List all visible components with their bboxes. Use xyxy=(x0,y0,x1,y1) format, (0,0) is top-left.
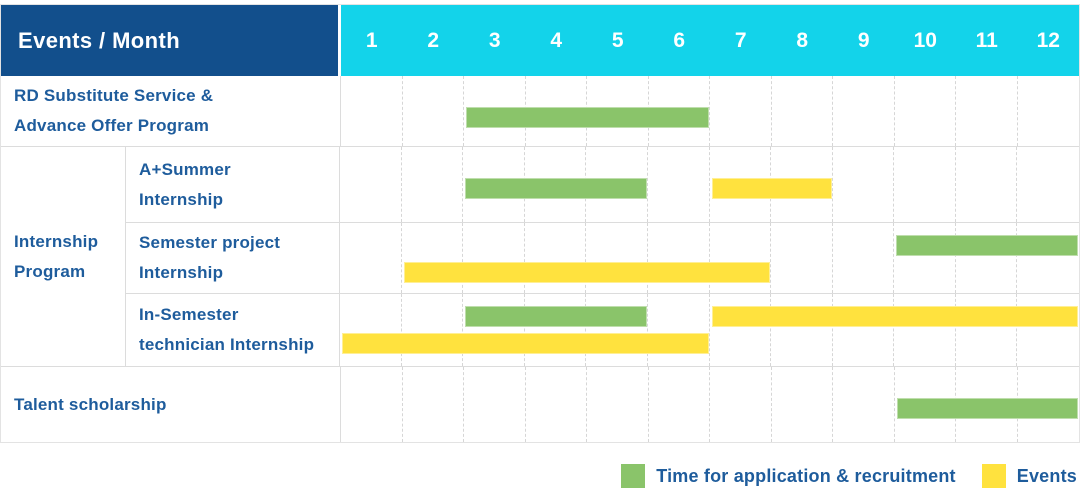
month-header-8: 8 xyxy=(796,28,809,52)
month-gridline xyxy=(400,223,402,293)
month-gridline xyxy=(463,76,464,146)
table-row: In-Semester technician Internship xyxy=(126,294,1079,366)
month-gridline xyxy=(400,147,402,222)
row-label-a-plus-summer: A+Summer Internship xyxy=(126,147,340,222)
month-gridline xyxy=(893,223,895,293)
table-header: Events / Month 1 2 3 4 5 6 7 8 9 10 11 12 xyxy=(1,5,1079,76)
table-row: Talent scholarship xyxy=(1,367,1079,442)
month-gridline xyxy=(1016,147,1018,222)
event-bar xyxy=(711,178,832,199)
months-header: 1 2 3 4 5 6 7 8 9 10 11 12 xyxy=(341,5,1079,76)
month-header-6: 6 xyxy=(673,28,686,52)
group-label-internship-program: Internship Program xyxy=(1,147,126,366)
row-label-semester-project: Semester project Internship xyxy=(126,223,340,293)
month-gridline xyxy=(708,223,710,293)
chart-area xyxy=(341,367,1079,442)
application-bar xyxy=(465,306,647,327)
month-header-2: 2 xyxy=(427,28,440,52)
month-header-4: 4 xyxy=(550,28,563,52)
month-gridline xyxy=(709,367,710,442)
month-gridline xyxy=(646,223,648,293)
application-bar xyxy=(896,398,1078,419)
month-gridline xyxy=(708,294,710,366)
month-header-11: 11 xyxy=(975,28,998,52)
table-row: Semester project Internship xyxy=(126,223,1079,294)
application-bar xyxy=(896,235,1078,256)
table-row: A+Summer Internship xyxy=(126,147,1079,223)
month-gridline xyxy=(585,223,587,293)
month-gridline xyxy=(401,76,403,146)
month-gridline xyxy=(831,294,833,366)
month-gridline xyxy=(893,76,895,146)
month-gridline xyxy=(585,294,587,366)
legend: Time for application & recruitment Events xyxy=(0,464,1080,488)
month-gridline xyxy=(1016,294,1018,366)
header-title: Events / Month xyxy=(18,27,181,53)
month-header-1: 1 xyxy=(365,28,378,52)
month-gridline xyxy=(709,76,710,146)
month-gridline xyxy=(831,147,833,222)
month-header-12: 12 xyxy=(1036,28,1060,52)
month-gridline xyxy=(831,223,833,293)
month-gridline xyxy=(586,367,587,442)
table-row: RD Substitute Service & Advance Offer Pr… xyxy=(1,76,1079,147)
month-header-10: 10 xyxy=(913,28,937,52)
month-gridline xyxy=(647,367,649,442)
month-gridline xyxy=(955,76,956,146)
month-gridline xyxy=(954,223,956,293)
chart-area xyxy=(341,76,1079,146)
event-bar xyxy=(342,333,709,354)
chart-area xyxy=(340,294,1079,366)
month-gridline xyxy=(954,294,956,366)
month-header-7: 7 xyxy=(734,28,747,52)
legend-item-event: Events xyxy=(981,464,1077,488)
legend-item-application: Time for application & recruitment xyxy=(621,464,956,488)
group-subrows: A+Summer Internship Semester project Int… xyxy=(126,147,1079,366)
internship-program-group: Internship Program A+Summer Internship S… xyxy=(1,147,1079,367)
chart-area xyxy=(340,147,1079,222)
month-gridline xyxy=(893,294,895,366)
month-gridline xyxy=(770,223,772,293)
event-bar xyxy=(403,262,771,283)
application-swatch xyxy=(621,464,646,488)
month-gridline xyxy=(832,76,833,146)
month-gridline xyxy=(401,367,403,442)
legend-label: Events xyxy=(1016,465,1077,486)
month-gridline xyxy=(1016,223,1018,293)
row-label-in-semester-technician: In-Semester technician Internship xyxy=(126,294,340,366)
month-gridline xyxy=(462,223,464,293)
gantt-table: Events / Month 1 2 3 4 5 6 7 8 9 10 11 12 RD Substi… xyxy=(0,4,1080,443)
month-gridline xyxy=(954,147,956,222)
legend-label: Time for application & recruitment xyxy=(656,465,956,486)
month-gridline xyxy=(462,147,464,222)
month-gridline xyxy=(462,294,464,366)
row-label-rd-substitute: RD Substitute Service & Advance Offer Pr… xyxy=(1,76,341,146)
month-gridline xyxy=(893,367,895,442)
event-bar xyxy=(711,306,1078,327)
month-gridline xyxy=(523,294,525,366)
month-header-3: 3 xyxy=(488,28,501,52)
month-gridline xyxy=(1016,76,1018,146)
chart-area xyxy=(340,223,1079,293)
month-gridline xyxy=(832,367,833,442)
month-gridline xyxy=(770,76,772,146)
month-gridline xyxy=(463,367,464,442)
event-swatch xyxy=(981,464,1006,488)
row-label-talent-scholarship: Talent scholarship xyxy=(1,367,341,442)
application-bar xyxy=(465,178,647,199)
month-gridline xyxy=(524,367,526,442)
month-gridline xyxy=(646,294,648,366)
month-gridline xyxy=(646,147,648,222)
month-gridline xyxy=(708,147,710,222)
month-header-9: 9 xyxy=(857,28,870,52)
month-gridline xyxy=(770,367,772,442)
month-gridline xyxy=(523,223,525,293)
month-gridline xyxy=(400,294,402,366)
application-bar xyxy=(466,107,709,128)
events-month-header: Events / Month xyxy=(1,5,338,76)
month-gridline xyxy=(893,147,895,222)
month-header-5: 5 xyxy=(611,28,624,52)
month-gridline xyxy=(770,294,772,366)
